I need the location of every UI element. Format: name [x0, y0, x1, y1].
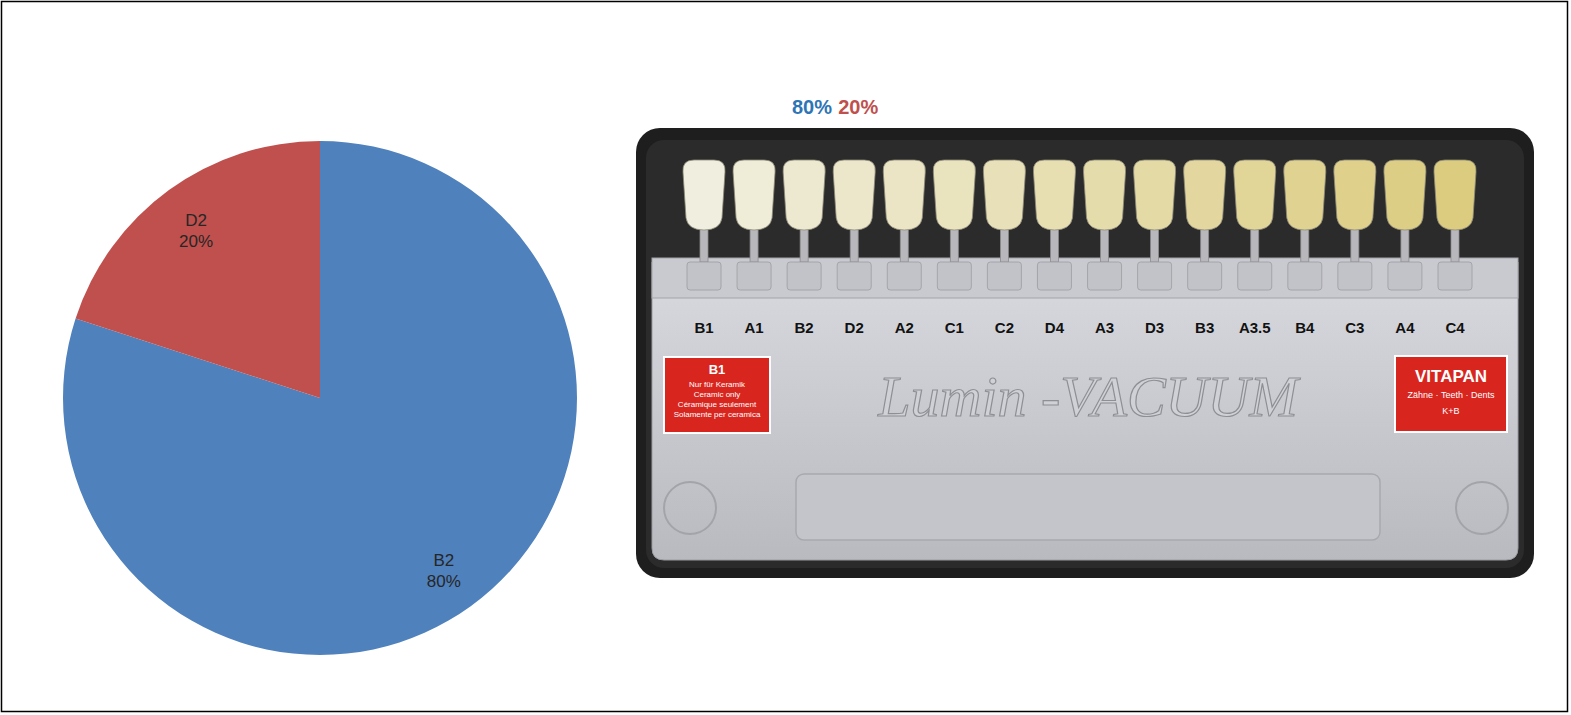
tab-handle — [787, 262, 821, 290]
brand: Lumin -VACUUM — [877, 364, 1300, 429]
photo-caption: 20% — [838, 96, 878, 118]
tooth — [833, 160, 875, 230]
tooth — [733, 160, 775, 230]
data-label: D220% — [179, 211, 213, 251]
tooth — [933, 160, 975, 230]
shade-label: B4 — [1295, 319, 1315, 336]
frame — [2, 2, 1568, 712]
tab-handle — [1388, 262, 1422, 290]
left-sticker — [664, 357, 770, 433]
tab-handle — [1288, 262, 1322, 290]
sticker-title: B1 — [709, 362, 726, 377]
tab-stem — [950, 226, 958, 262]
slice-value: 20% — [179, 232, 213, 251]
tab-stem — [750, 226, 758, 262]
pie-slice — [76, 141, 320, 398]
sticker-line: Zähne · Teeth · Dents — [1408, 390, 1495, 400]
shade-label: D4 — [1045, 319, 1065, 336]
tab-handle — [737, 262, 771, 290]
slice-category: B2 — [433, 551, 454, 570]
shade-label: A3 — [1095, 319, 1114, 336]
shade-label: A2 — [895, 319, 914, 336]
tooth — [683, 160, 725, 230]
sticker-line: Ceramic only — [694, 390, 741, 399]
photo-caption: 80% — [792, 96, 832, 118]
tab-handle — [1438, 262, 1472, 290]
tab-handle — [1138, 262, 1172, 290]
tab-handle — [1238, 262, 1272, 290]
tab-handle — [687, 262, 721, 290]
tooth — [1134, 160, 1176, 230]
tab-handle — [1338, 262, 1372, 290]
tab-handle — [1188, 262, 1222, 290]
shade-label: B2 — [795, 319, 814, 336]
tab-stem — [1000, 226, 1008, 262]
tab-stem — [1301, 226, 1309, 262]
tab-stem — [1101, 226, 1109, 262]
shade-label: D2 — [845, 319, 864, 336]
tooth — [983, 160, 1025, 230]
tab-stem — [1401, 226, 1409, 262]
pie-slice — [63, 141, 577, 655]
tooth — [1234, 160, 1276, 230]
tab-stem — [1351, 226, 1359, 262]
holder-emblem — [664, 482, 716, 534]
holder-slot — [796, 474, 1380, 540]
shade-label: A3.5 — [1239, 319, 1271, 336]
tab-stem — [1251, 226, 1259, 262]
sticker-line: Céramique seulement — [678, 400, 757, 409]
tab-stem — [900, 226, 908, 262]
photo-background — [636, 128, 1534, 578]
tooth — [1184, 160, 1226, 230]
shade-label: C4 — [1445, 319, 1465, 336]
tooth — [1334, 160, 1376, 230]
shade-label: B3 — [1195, 319, 1214, 336]
holder-top — [652, 258, 1518, 298]
holder-emblem — [1456, 482, 1508, 534]
slice-category: D2 — [185, 211, 207, 230]
shade-label: D3 — [1145, 319, 1164, 336]
shade-label: A1 — [744, 319, 763, 336]
sticker-line: Nur für Keramik — [689, 380, 746, 389]
tooth — [783, 160, 825, 230]
tooth — [1083, 160, 1125, 230]
sticker-title: VITAPAN — [1415, 367, 1487, 386]
tooth — [1434, 160, 1476, 230]
tab-stem — [800, 226, 808, 262]
tab-stem — [1050, 226, 1058, 262]
pie — [63, 141, 577, 655]
shade-label: A4 — [1395, 319, 1415, 336]
tooth — [1284, 160, 1326, 230]
slice-value: 80% — [427, 572, 461, 591]
data-label: B280% — [427, 551, 461, 591]
shade-label: C3 — [1345, 319, 1364, 336]
tab-stem — [1151, 226, 1159, 262]
tab-handle — [987, 262, 1021, 290]
tab-stem — [700, 226, 708, 262]
tooth — [1033, 160, 1075, 230]
right-sticker — [1395, 356, 1507, 432]
photo-inner — [646, 140, 1524, 568]
tooth — [1384, 160, 1426, 230]
tab-stem — [1201, 226, 1209, 262]
shade-label: C1 — [945, 319, 964, 336]
tooth — [883, 160, 925, 230]
canvas: B280%D220%80%20%B1A1B2D2A2C1C2D4A3D3B3A3… — [0, 0, 1571, 715]
sticker-line: Solamente per ceramica — [674, 410, 761, 419]
holder — [652, 262, 1518, 560]
tab-handle — [837, 262, 871, 290]
tab-stem — [1451, 226, 1459, 262]
shade-label: B1 — [694, 319, 713, 336]
tab-handle — [1037, 262, 1071, 290]
tab-handle — [937, 262, 971, 290]
tab-stem — [850, 226, 858, 262]
sticker-line: K+B — [1442, 406, 1459, 416]
tab-handle — [1088, 262, 1122, 290]
shade-label: C2 — [995, 319, 1014, 336]
tab-handle — [887, 262, 921, 290]
